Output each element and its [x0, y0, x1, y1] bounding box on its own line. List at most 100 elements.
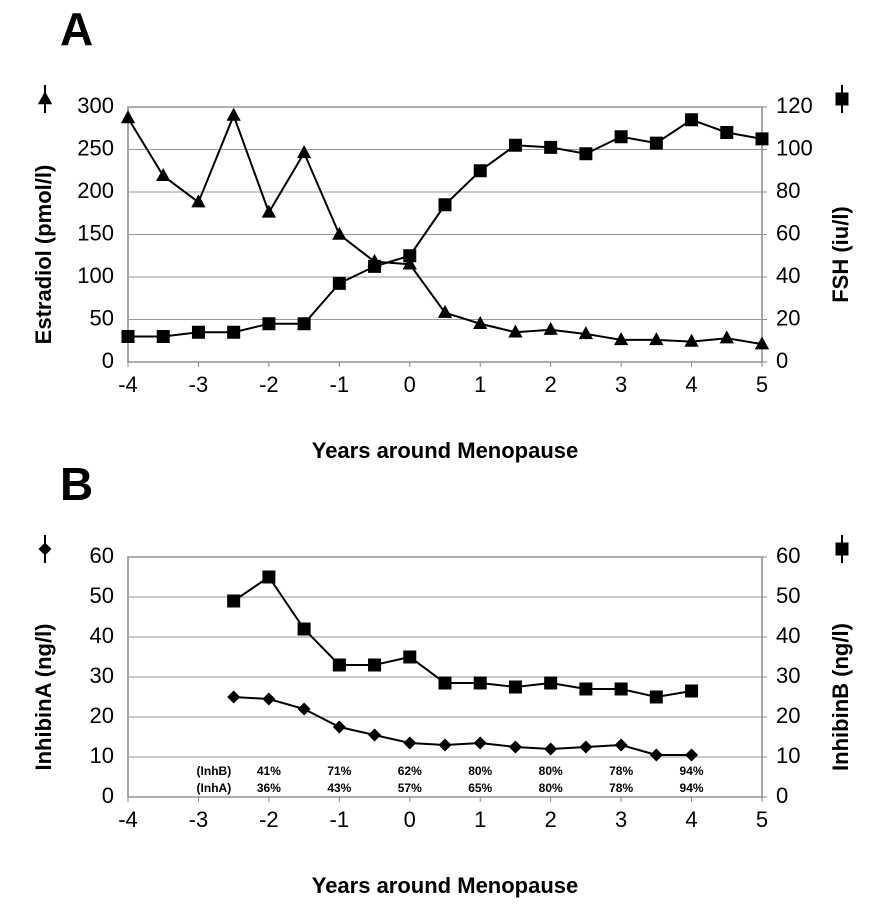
y2-axis-title: InhibinB (ng/l)	[828, 623, 853, 771]
marker-triangle	[754, 336, 770, 350]
marker-triangle	[719, 330, 734, 344]
annotation: 41%	[257, 764, 281, 778]
marker-triangle	[578, 326, 594, 340]
marker-square	[297, 317, 311, 331]
marker-square	[191, 325, 205, 339]
annotation: 80%	[539, 781, 563, 795]
marker-square	[508, 680, 522, 694]
marker-triangle	[332, 226, 347, 240]
marker-square	[544, 676, 558, 690]
y2-tick-label: 120	[776, 93, 813, 118]
y-tick-label: 0	[102, 348, 114, 373]
marker-square	[835, 92, 849, 106]
marker-square	[685, 113, 699, 127]
marker-triangle	[402, 256, 417, 270]
annotation: 94%	[680, 764, 704, 778]
marker-square	[720, 126, 734, 139]
marker-square	[579, 682, 593, 696]
annotation-row-label: (InhA)	[197, 781, 232, 795]
annotation: 65%	[468, 781, 492, 795]
x-tick-label: 2	[545, 807, 557, 832]
annotation: 80%	[468, 764, 492, 778]
marker-diamond	[403, 736, 417, 750]
panel-label: A	[60, 3, 93, 55]
y2-tick-label: 30	[776, 663, 800, 688]
annotation: 80%	[539, 764, 563, 778]
marker-diamond	[614, 738, 628, 752]
y-tick-label: 50	[90, 583, 114, 608]
marker-diamond	[227, 690, 241, 704]
marker-square	[614, 130, 628, 144]
marker-square	[332, 276, 346, 290]
marker-diamond	[262, 692, 276, 706]
marker-diamond	[685, 748, 699, 762]
marker-triangle	[296, 145, 312, 159]
y2-tick-label: 0	[776, 783, 788, 808]
annotation: 71%	[327, 764, 351, 778]
x-tick-label: 5	[756, 372, 768, 397]
marker-square	[579, 147, 593, 161]
marker-diamond	[649, 748, 663, 762]
marker-square	[403, 249, 417, 263]
marker-square	[262, 317, 276, 331]
marker-triangle	[508, 324, 523, 338]
marker-diamond	[544, 742, 558, 756]
x-tick-label: -4	[118, 372, 138, 397]
marker-square	[368, 259, 382, 273]
annotation: 78%	[609, 781, 633, 795]
x-tick-label: -2	[259, 807, 279, 832]
series-line	[128, 118, 763, 338]
x-tick-label: -2	[259, 372, 279, 397]
x-tick-label: 4	[685, 372, 697, 397]
marker-diamond	[579, 740, 593, 754]
marker-diamond	[332, 720, 346, 734]
x-tick-label: -3	[189, 372, 209, 397]
marker-diamond	[368, 728, 382, 742]
marker-square	[438, 198, 452, 212]
x-tick-label: 3	[615, 807, 627, 832]
y-axis-title: InhibinA (ng/l)	[31, 623, 56, 770]
x-axis-title: Years around Menopause	[312, 438, 579, 463]
marker-triangle	[613, 332, 629, 346]
x-tick-label: 0	[404, 372, 416, 397]
marker-square	[156, 330, 170, 343]
marker-triangle	[437, 304, 453, 318]
annotation: 94%	[680, 781, 704, 795]
marker-triangle	[649, 332, 664, 346]
y-tick-label: 60	[90, 543, 114, 568]
annotation: 78%	[609, 764, 633, 778]
marker-diamond	[297, 702, 311, 716]
marker-square	[755, 132, 769, 146]
y2-tick-label: 80	[776, 178, 800, 203]
annotation-row-label: (InhB)	[197, 764, 232, 778]
y-tick-label: 300	[77, 93, 114, 118]
marker-triangle	[156, 168, 171, 182]
x-axis-title: Years around Menopause	[312, 873, 579, 898]
marker-diamond	[438, 738, 452, 752]
x-tick-label: 5	[756, 807, 768, 832]
panel-label: B	[60, 458, 93, 510]
y-tick-label: 250	[77, 135, 114, 160]
y2-tick-label: 100	[776, 135, 813, 160]
marker-triangle	[543, 321, 558, 335]
marker-square	[368, 658, 382, 672]
y-tick-label: 150	[77, 220, 114, 245]
y-axis-title: Estradiol (pmol/l)	[31, 165, 56, 345]
marker-square	[403, 650, 417, 664]
annotation: 57%	[398, 781, 422, 795]
annotation: 62%	[398, 764, 422, 778]
marker-square	[614, 682, 628, 696]
marker-triangle	[120, 110, 136, 124]
marker-square	[438, 676, 452, 690]
y2-axis-title: FSH (iu/l)	[828, 206, 853, 303]
marker-diamond	[508, 740, 522, 754]
marker-square	[544, 140, 558, 154]
x-tick-label: -1	[330, 807, 350, 832]
annotation: 43%	[327, 781, 351, 795]
y2-tick-label: 10	[776, 743, 800, 768]
x-tick-label: 3	[615, 372, 627, 397]
marker-square	[835, 542, 849, 556]
y-tick-label: 200	[77, 178, 114, 203]
y-tick-label: 100	[77, 263, 114, 288]
